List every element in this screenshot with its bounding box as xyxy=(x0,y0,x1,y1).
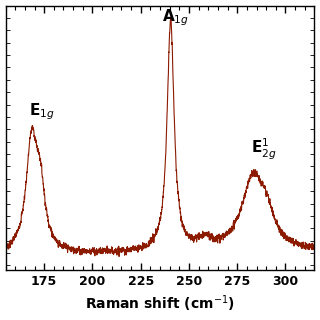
Text: E$^{1}_{2g}$: E$^{1}_{2g}$ xyxy=(251,136,276,162)
X-axis label: Raman shift (cm$^{-1}$): Raman shift (cm$^{-1}$) xyxy=(85,294,235,315)
Text: A$_{1g}$: A$_{1g}$ xyxy=(162,7,189,28)
Text: E$_{1g}$: E$_{1g}$ xyxy=(29,101,54,122)
